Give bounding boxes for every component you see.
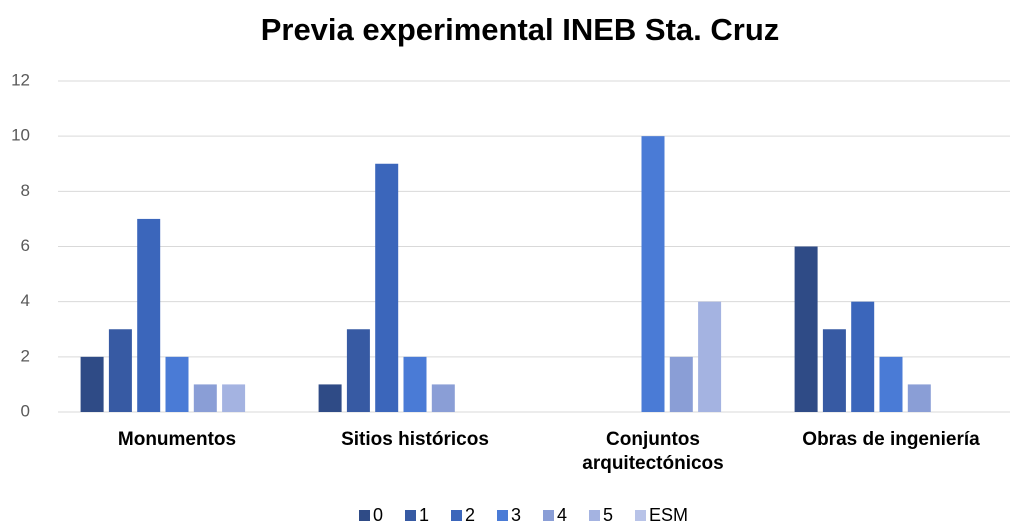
x-tick-label: Sitios históricos [341, 429, 489, 450]
x-tick-label: Monumentos [117, 429, 237, 450]
bar [431, 384, 455, 412]
y-tick-label: 4 [21, 291, 30, 310]
bar [165, 356, 189, 412]
legend-swatch [543, 510, 554, 521]
bar [137, 218, 161, 412]
y-tick-label: 12 [11, 70, 30, 89]
legend-label: 1 [419, 505, 429, 525]
y-tick-label: 10 [11, 126, 30, 145]
legend-swatch [359, 510, 370, 521]
chart-title: Previa experimental INEB Sta. Cruz [261, 12, 780, 47]
bar [851, 301, 875, 412]
legend-label: 3 [511, 505, 521, 525]
bar [375, 163, 399, 412]
x-tick-label: Conjuntos arquitectónicos [582, 429, 724, 474]
bar [318, 384, 342, 412]
bar [222, 384, 246, 412]
legend-label: 5 [603, 505, 613, 525]
y-tick-label: 6 [21, 236, 30, 255]
bar [108, 329, 132, 412]
legend-label: 4 [557, 505, 567, 525]
legend-swatch [635, 510, 646, 521]
bar [80, 356, 104, 412]
bar [403, 356, 427, 412]
y-tick-label: 0 [21, 401, 30, 420]
bar [346, 329, 370, 412]
bar [641, 136, 665, 412]
bar [193, 384, 217, 412]
legend-label: 2 [465, 505, 475, 525]
x-tick-label: Obras de ingeniería [802, 429, 980, 450]
y-tick-label: 8 [21, 181, 30, 200]
bar [907, 384, 931, 412]
legend-swatch [451, 510, 462, 521]
y-tick-label: 2 [21, 346, 30, 365]
bar [669, 356, 693, 412]
legend-swatch [589, 510, 600, 521]
bar [698, 301, 722, 412]
legend-swatch [405, 510, 416, 521]
bar [879, 356, 903, 412]
legend-label: 0 [373, 505, 383, 525]
legend-swatch [497, 510, 508, 521]
bar [822, 329, 846, 412]
bar [794, 246, 818, 412]
legend-label: ESM [649, 505, 688, 525]
